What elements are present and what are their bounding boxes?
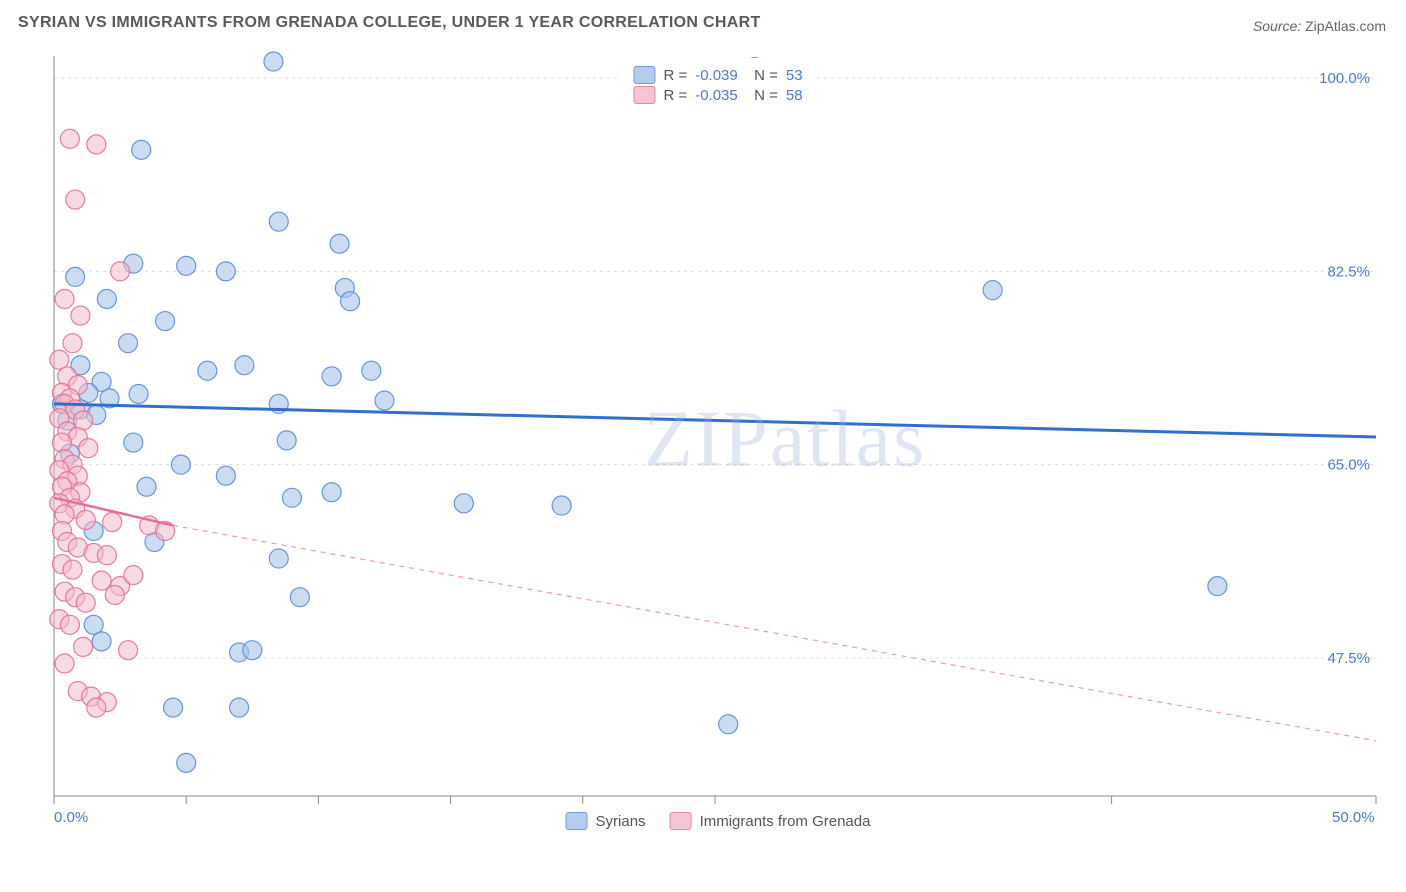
data-point <box>97 289 116 308</box>
data-point <box>63 334 82 353</box>
data-point <box>103 513 122 532</box>
legend-r-value: -0.035 <box>695 87 738 104</box>
data-point <box>132 140 151 159</box>
legend-correlation-row: R = -0.039 N = 53 <box>633 66 802 84</box>
data-point <box>983 281 1002 300</box>
data-point <box>290 588 309 607</box>
data-point <box>330 234 349 253</box>
data-point <box>322 367 341 386</box>
legend-swatch <box>633 66 655 84</box>
legend-r-value: -0.039 <box>695 67 738 84</box>
source-attribution: Source: ZipAtlas.com <box>1253 18 1386 34</box>
legend-swatch <box>566 812 588 830</box>
data-point <box>216 262 235 281</box>
y-tick-label: 65.0% <box>1327 457 1370 474</box>
data-point <box>92 632 111 651</box>
data-point <box>552 496 571 515</box>
data-point <box>66 267 85 286</box>
data-point <box>55 654 74 673</box>
data-point <box>454 494 473 513</box>
data-point <box>60 129 79 148</box>
legend-n-label: N = <box>746 67 778 84</box>
data-point <box>243 641 262 660</box>
legend-series-item: Syrians <box>566 812 646 830</box>
legend-correlation: R = -0.039 N = 53R = -0.035 N = 58 <box>619 58 816 112</box>
data-point <box>79 439 98 458</box>
data-point <box>87 698 106 717</box>
data-point <box>235 356 254 375</box>
legend-correlation-row: R = -0.035 N = 58 <box>633 86 802 104</box>
legend-r-label: R = <box>663 87 687 104</box>
y-tick-label: 82.5% <box>1327 263 1370 280</box>
data-point <box>124 433 143 452</box>
legend-series-label: Syrians <box>596 813 646 830</box>
data-point <box>269 212 288 231</box>
data-point <box>111 262 130 281</box>
data-point <box>92 571 111 590</box>
data-point <box>60 615 79 634</box>
y-tick-label: 100.0% <box>1319 70 1370 87</box>
data-point <box>269 549 288 568</box>
legend-r-label: R = <box>663 67 687 84</box>
legend-n-label: N = <box>746 87 778 104</box>
source-value: ZipAtlas.com <box>1305 18 1386 34</box>
data-point <box>177 753 196 772</box>
data-point <box>198 361 217 380</box>
data-point <box>375 391 394 410</box>
legend-n-value: 53 <box>786 67 803 84</box>
data-point <box>52 433 71 452</box>
legend-series-item: Immigrants from Grenada <box>670 812 871 830</box>
scatter-chart: 47.5% 65.0% 82.5% 100.0% 0.0% 50.0% <box>48 50 1388 830</box>
x-tick-label: 50.0% <box>1332 809 1375 826</box>
data-point <box>156 312 175 331</box>
data-point <box>322 483 341 502</box>
data-point <box>71 306 90 325</box>
data-point <box>1208 577 1227 596</box>
chart-title: SYRIAN VS IMMIGRANTS FROM GRENADA COLLEG… <box>18 14 761 32</box>
data-point <box>282 488 301 507</box>
data-point <box>264 52 283 71</box>
data-point <box>76 510 95 529</box>
data-point <box>719 715 738 734</box>
data-point <box>362 361 381 380</box>
legend-swatch <box>670 812 692 830</box>
data-point <box>55 289 74 308</box>
source-label: Source: <box>1253 18 1301 34</box>
data-point <box>87 135 106 154</box>
data-point <box>277 431 296 450</box>
data-point <box>341 292 360 311</box>
data-point <box>124 566 143 585</box>
data-point <box>55 505 74 524</box>
data-point <box>66 190 85 209</box>
data-point <box>119 641 138 660</box>
data-point <box>216 466 235 485</box>
data-point <box>119 334 138 353</box>
y-tick-label: 47.5% <box>1327 650 1370 667</box>
data-point <box>105 585 124 604</box>
data-point <box>76 593 95 612</box>
chart-container: College, Under 1 year 47.5%65.0%82.5%100… <box>48 50 1388 830</box>
data-point <box>177 256 196 275</box>
data-point <box>63 560 82 579</box>
data-point <box>137 477 156 496</box>
data-point <box>171 455 190 474</box>
data-point <box>230 698 249 717</box>
data-point <box>129 384 148 403</box>
legend-n-value: 58 <box>786 87 803 104</box>
data-point <box>74 637 93 656</box>
data-point <box>97 546 116 565</box>
x-tick-label: 0.0% <box>54 809 88 826</box>
data-point <box>163 698 182 717</box>
legend-series-label: Immigrants from Grenada <box>700 813 871 830</box>
legend-series: Syrians Immigrants from Grenada <box>566 812 871 830</box>
legend-swatch <box>633 86 655 104</box>
